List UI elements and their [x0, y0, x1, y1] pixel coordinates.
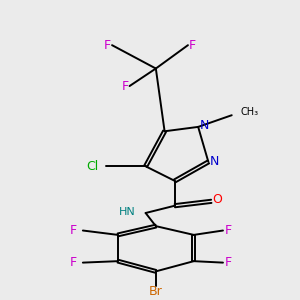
Text: F: F — [122, 80, 129, 92]
Text: Br: Br — [149, 285, 163, 298]
Text: HN: HN — [119, 206, 135, 217]
Text: F: F — [104, 39, 111, 52]
Text: F: F — [225, 224, 233, 237]
Text: F: F — [70, 224, 77, 237]
Text: F: F — [70, 256, 77, 269]
Text: F: F — [189, 39, 196, 52]
Text: N: N — [199, 119, 209, 132]
Text: F: F — [225, 256, 233, 269]
Text: N: N — [209, 155, 219, 168]
Text: CH₃: CH₃ — [241, 107, 259, 117]
Text: Cl: Cl — [87, 160, 99, 173]
Text: O: O — [212, 194, 222, 206]
